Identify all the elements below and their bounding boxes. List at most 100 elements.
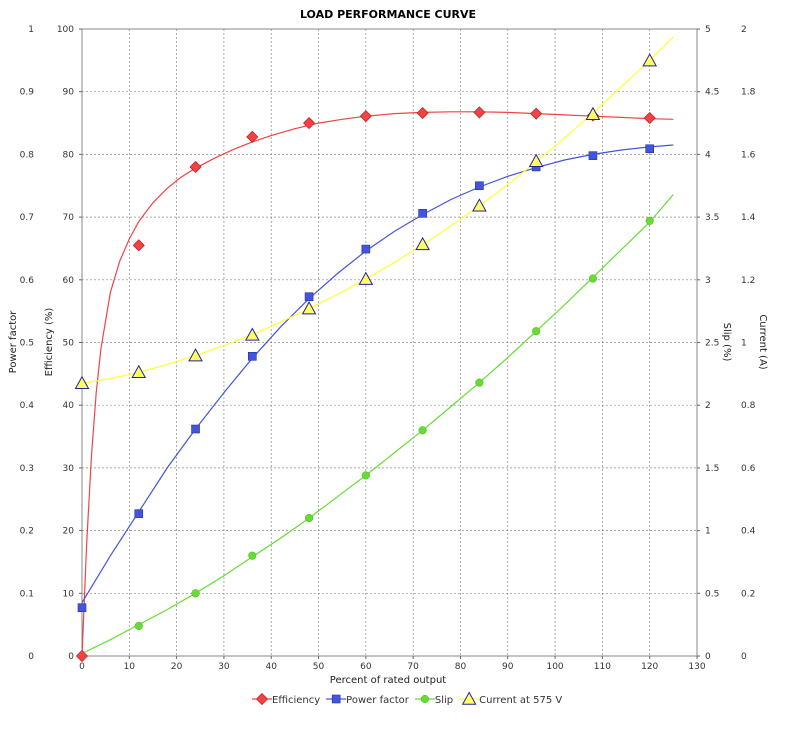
current-at-575-v-marker bbox=[131, 364, 147, 378]
current-tick-label: 0.6 bbox=[741, 464, 756, 474]
power-factor-axis-ticks: 0 0.1 0.2 0.3 0.4 0.5 0.6 0.7 0.8 0.9 1 bbox=[20, 25, 35, 662]
power-factor-tick-label: 0.4 bbox=[20, 401, 35, 411]
current-at-575-v-marker bbox=[74, 375, 90, 389]
current-at-575-v-marker bbox=[472, 198, 487, 212]
power-factor-marker bbox=[191, 424, 200, 434]
slip-tick-label: 0.5 bbox=[705, 589, 719, 599]
slip-tick-label: 4 bbox=[705, 150, 711, 160]
slip-marker bbox=[645, 216, 654, 225]
current-at-575-v-marker bbox=[415, 236, 430, 251]
power-factor-tick-label: 0.5 bbox=[20, 339, 34, 349]
slip-tick-label: 2 bbox=[705, 401, 711, 411]
efficiency-tick-label: 100 bbox=[57, 25, 74, 35]
efficiency-marker bbox=[303, 116, 316, 130]
current-tick-label: 1.2 bbox=[741, 276, 755, 286]
legend-current-at-575-v-marker bbox=[461, 691, 477, 705]
efficiency-marker bbox=[416, 106, 429, 120]
current-tick-label: 1 bbox=[741, 339, 747, 349]
efficiency-marker bbox=[246, 130, 259, 143]
power-factor-tick-label: 1 bbox=[28, 25, 34, 35]
slip-marker bbox=[361, 471, 370, 480]
slip-tick-label: 0 bbox=[705, 652, 711, 662]
current-tick-label: 1.8 bbox=[741, 88, 756, 98]
efficiency-marker bbox=[643, 111, 656, 125]
efficiency-tick-label: 70 bbox=[63, 213, 75, 223]
efficiency-tick-label: 40 bbox=[63, 401, 75, 411]
legend-label: Current at 575 V bbox=[479, 695, 562, 706]
power-factor-tick-label: 0.6 bbox=[20, 276, 35, 286]
efficiency-marker bbox=[189, 160, 202, 174]
slip-marker bbox=[532, 327, 541, 336]
legend-label: Power factor bbox=[346, 695, 410, 706]
power-factor-tick-label: 0.9 bbox=[20, 88, 35, 98]
efficiency-tick-label: 10 bbox=[63, 589, 75, 599]
slip-curve bbox=[81, 194, 674, 655]
current-at-575-v-marker bbox=[642, 53, 658, 67]
power-factor-marker bbox=[475, 181, 484, 191]
efficiency-tick-label: 90 bbox=[63, 88, 75, 98]
x-tick-label: 20 bbox=[171, 662, 183, 672]
slip-marker bbox=[418, 426, 427, 435]
power-factor-marker bbox=[77, 603, 87, 613]
efficiency-tick-label: 60 bbox=[63, 276, 75, 286]
legend-efficiency-marker bbox=[255, 692, 269, 706]
slip-tick-label: 4.5 bbox=[705, 88, 719, 98]
current-at-575-v-marker bbox=[528, 153, 544, 167]
legend-item-slip: Slip bbox=[414, 694, 453, 706]
x-tick-label: 10 bbox=[124, 662, 136, 672]
x-axis-label: Percent of rated output bbox=[330, 675, 447, 686]
slip-tick-label: 5 bbox=[705, 25, 711, 35]
current-axis-ticks: 0 0.2 0.4 0.6 0.8 1 1.2 1.4 1.6 1.8 2 bbox=[741, 25, 756, 662]
x-tick-label: 50 bbox=[313, 662, 325, 672]
x-axis-ticks: 0 10 20 30 40 50 60 70 80 90 100 110 120 130 bbox=[79, 656, 706, 672]
current-tick-label: 2 bbox=[741, 25, 747, 35]
current-tick-label: 1.6 bbox=[741, 150, 756, 160]
power-factor-tick-label: 0.3 bbox=[20, 464, 34, 474]
power-factor-tick-label: 0.2 bbox=[20, 527, 34, 537]
x-tick-label: 60 bbox=[360, 662, 372, 672]
slip-axis-label: Slip (%) bbox=[721, 323, 732, 362]
x-tick-label: 120 bbox=[641, 662, 658, 672]
slip-marker bbox=[134, 621, 143, 630]
current-tick-label: 0.2 bbox=[741, 589, 755, 599]
slip-tick-label: 1.5 bbox=[705, 464, 719, 474]
current-at-575-v-marker bbox=[188, 348, 203, 362]
efficiency-axis-label: Efficiency (%) bbox=[44, 308, 55, 377]
x-tick-label: 90 bbox=[502, 662, 514, 672]
power-factor-tick-label: 0.1 bbox=[20, 589, 34, 599]
efficiency-marker bbox=[132, 239, 145, 252]
x-tick-label: 80 bbox=[455, 662, 467, 672]
efficiency-marker bbox=[473, 106, 486, 119]
efficiency-tick-label: 80 bbox=[63, 150, 75, 160]
x-tick-label: 70 bbox=[407, 662, 419, 672]
power-factor-curve bbox=[81, 144, 674, 604]
slip-axis-ticks: 0 0.5 1 1.5 2 2.5 3 3.5 4 4.5 5 bbox=[697, 25, 719, 662]
legend-item-current-at-575-v: Current at 575 V bbox=[459, 691, 562, 706]
chart-title: LOAD PERFORMANCE CURVE bbox=[300, 8, 476, 21]
efficiency-tick-label: 20 bbox=[63, 527, 75, 537]
efficiency-marker bbox=[359, 110, 372, 123]
x-tick-label: 30 bbox=[218, 662, 230, 672]
slip-tick-label: 2.5 bbox=[705, 339, 719, 349]
legend: Efficiency Power factor Slip Current at 575… bbox=[252, 691, 562, 706]
slip-marker bbox=[248, 551, 257, 560]
power-factor-marker bbox=[418, 209, 427, 218]
current-tick-label: 0.8 bbox=[741, 401, 756, 411]
legend-label: Efficiency bbox=[272, 695, 320, 706]
slip-marker bbox=[588, 274, 597, 283]
power-factor-tick-label: 0.8 bbox=[20, 150, 35, 160]
slip-tick-label: 3 bbox=[705, 276, 711, 286]
slip-tick-label: 3.5 bbox=[705, 213, 719, 223]
x-tick-label: 40 bbox=[266, 662, 278, 672]
current-tick-label: 0 bbox=[741, 652, 747, 662]
power-factor-marker bbox=[588, 151, 598, 160]
current-at-575-v-curve bbox=[81, 36, 674, 384]
slip-marker bbox=[191, 589, 200, 598]
legend-item-efficiency: Efficiency bbox=[252, 692, 320, 706]
efficiency-marker bbox=[530, 107, 543, 120]
slip-marker bbox=[475, 378, 484, 387]
legend-item-power-factor: Power factor bbox=[326, 694, 410, 706]
current-tick-label: 1.4 bbox=[741, 213, 756, 223]
current-at-575-v-marker bbox=[244, 327, 260, 341]
